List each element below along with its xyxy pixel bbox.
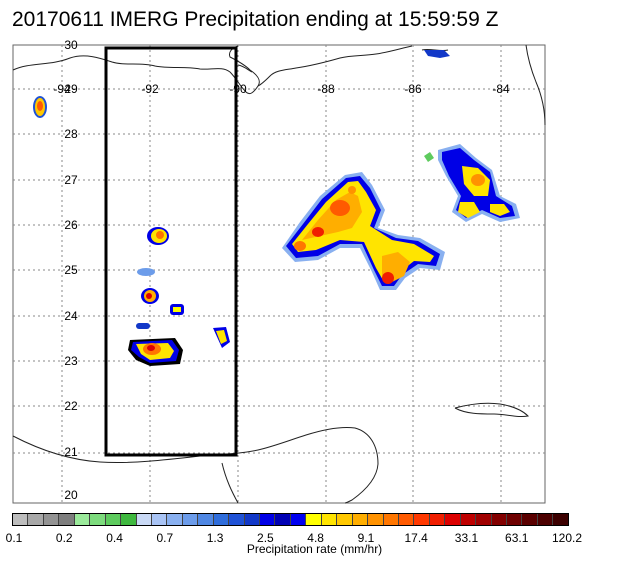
lat-label: 30 bbox=[64, 38, 78, 52]
colorbar-tick-label: 1.3 bbox=[206, 531, 224, 545]
precip-cell-central bbox=[282, 172, 445, 290]
lat-label: 26 bbox=[64, 218, 78, 232]
colorbar-cell bbox=[151, 514, 168, 525]
lat-label: 25 bbox=[64, 263, 78, 277]
lat-label: 24 bbox=[64, 309, 78, 323]
colorbar-cell bbox=[321, 514, 338, 525]
colorbar-cell bbox=[507, 514, 523, 525]
colorbar-cell bbox=[491, 514, 507, 525]
colorbar-cell bbox=[105, 514, 122, 525]
colorbar-tick-label: 120.2 bbox=[551, 531, 583, 545]
colorbar-cell bbox=[368, 514, 384, 525]
colorbar-cell bbox=[429, 514, 446, 525]
coastline bbox=[12, 44, 546, 504]
colorbar-cell bbox=[522, 514, 538, 525]
colorbar-cell bbox=[414, 514, 430, 525]
lon-label: -86 bbox=[404, 82, 422, 96]
colorbar bbox=[12, 513, 569, 526]
colorbar-cell bbox=[43, 514, 60, 525]
lon-label: -84 bbox=[492, 82, 510, 96]
colorbar-tick-label: 0.2 bbox=[55, 531, 73, 545]
colorbar-cell bbox=[398, 514, 415, 525]
colorbar-cell bbox=[74, 514, 91, 525]
colorbar-cell bbox=[260, 514, 276, 525]
map-frame bbox=[12, 44, 546, 504]
colorbar-cell bbox=[136, 514, 152, 525]
colorbar-tick-label: 0.1 bbox=[5, 531, 23, 545]
colorbar-cell bbox=[13, 514, 29, 525]
colorbar-cell bbox=[244, 514, 260, 525]
colorbar-tick-label: 33.1 bbox=[454, 531, 479, 545]
colorbar-tick-label: 63.1 bbox=[505, 531, 529, 545]
colorbar-cell bbox=[167, 514, 183, 525]
lon-label: -90 bbox=[229, 82, 247, 96]
colorbar-cell bbox=[553, 514, 568, 525]
lat-label: 23 bbox=[64, 354, 78, 368]
lat-label: 21 bbox=[64, 445, 78, 459]
colorbar-cell bbox=[213, 514, 230, 525]
colorbar-cell bbox=[460, 514, 477, 525]
lat-label: 29 bbox=[64, 82, 78, 96]
precip-cell-northwest bbox=[33, 96, 47, 118]
lat-label: 27 bbox=[64, 173, 78, 187]
precip-cell-east bbox=[424, 50, 520, 222]
colorbar-cell bbox=[352, 514, 369, 525]
colorbar-cell bbox=[537, 514, 554, 525]
colorbar-cell bbox=[90, 514, 106, 525]
colorbar-cell bbox=[383, 514, 399, 525]
lat-label: 20 bbox=[64, 488, 78, 502]
colorbar-cell bbox=[229, 514, 245, 525]
colorbar-tick-label: 0.4 bbox=[106, 531, 123, 545]
graticule bbox=[13, 45, 545, 503]
colorbar-cell bbox=[337, 514, 353, 525]
colorbar-cell bbox=[445, 514, 461, 525]
lon-label: -94 bbox=[53, 82, 71, 96]
colorbar-label: Precipitation rate (mm/hr) bbox=[246, 542, 383, 556]
colorbar-cell bbox=[198, 514, 214, 525]
analysis-box bbox=[104, 46, 238, 457]
colorbar-cell bbox=[121, 514, 137, 525]
colorbar-tick-label: 0.7 bbox=[156, 531, 174, 545]
colorbar-cell bbox=[306, 514, 322, 525]
colorbar-cell bbox=[290, 514, 307, 525]
colorbar-cell bbox=[59, 514, 75, 525]
colorbar-cell bbox=[275, 514, 291, 525]
lat-label: 22 bbox=[64, 399, 78, 413]
map-title: 20170611 IMERG Precipitation ending at 1… bbox=[12, 8, 499, 31]
precip-cells-box bbox=[128, 227, 230, 366]
colorbar-tick-label: 17.4 bbox=[404, 531, 428, 545]
lat-label: 28 bbox=[64, 127, 78, 141]
colorbar-tick-label: 9.1 bbox=[357, 531, 375, 545]
colorbar-cell bbox=[182, 514, 199, 525]
colorbar-cell bbox=[28, 514, 44, 525]
colorbar-tick-label: 2.5 bbox=[257, 531, 274, 545]
lon-label: -88 bbox=[317, 82, 335, 96]
colorbar-cell bbox=[476, 514, 492, 525]
lon-label: -92 bbox=[141, 82, 159, 96]
colorbar-tick-label: 4.8 bbox=[307, 531, 324, 545]
